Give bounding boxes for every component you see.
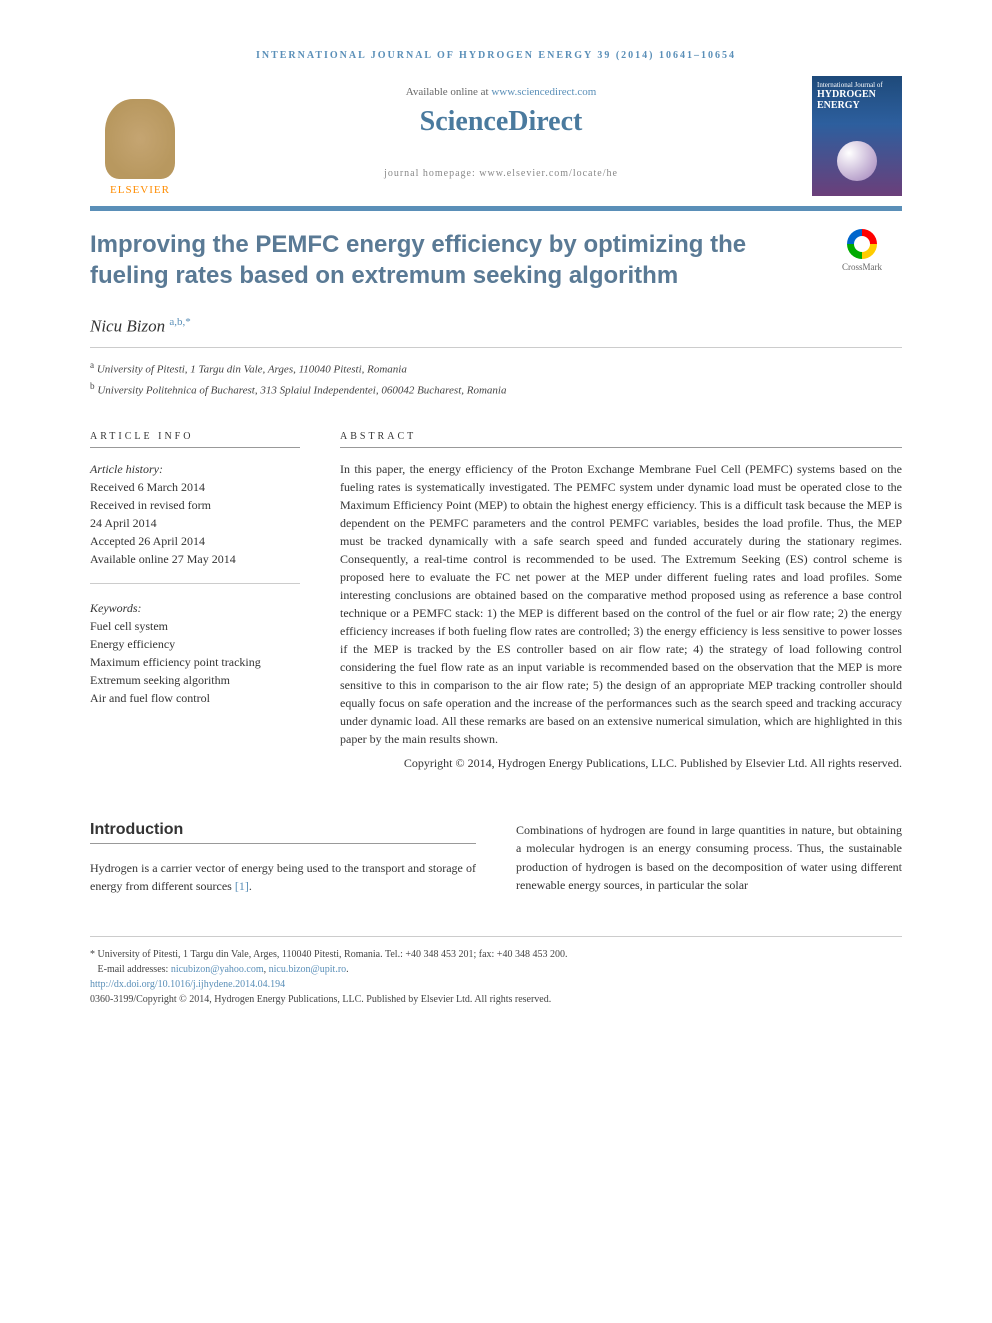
keyword-4: Air and fuel flow control [90,689,300,707]
abstract-column: ABSTRACT In this paper, the energy effic… [340,431,902,771]
doi-link[interactable]: http://dx.doi.org/10.1016/j.ijhydene.201… [90,979,285,990]
crossmark-label: CrossMark [842,262,882,272]
author-marks: a,b,* [169,316,190,328]
available-online: Available online at www.sciencedirect.co… [210,86,792,98]
crossmark-icon [847,229,877,259]
history-4: Available online 27 May 2014 [90,550,300,568]
cover-line1: International Journal of [817,81,897,89]
journal-cover-thumbnail[interactable]: International Journal of HYDROGEN ENERGY [812,76,902,196]
keyword-0: Fuel cell system [90,617,300,635]
email-1[interactable]: nicubizon@yahoo.com [171,964,264,975]
center-header: Available online at www.sciencedirect.co… [190,76,812,189]
abstract-copyright: Copyright © 2014, Hydrogen Energy Public… [340,756,902,771]
cover-line3: ENERGY [817,100,897,111]
intro-paragraph-2: Combinations of hydrogen are found in la… [516,821,902,895]
affiliation-a-text: University of Pitesti, 1 Targu din Vale,… [97,364,407,376]
info-abstract-row: ARTICLE INFO Article history: Received 6… [90,431,902,771]
journal-homepage: journal homepage: www.elsevier.com/locat… [210,168,792,179]
history-3: Accepted 26 April 2014 [90,532,300,550]
keywords-label: Keywords: [90,599,300,617]
ref-1[interactable]: [1] [235,879,249,893]
available-text: Available online at [406,86,492,98]
body-columns: Introduction Hydrogen is a carrier vecto… [90,821,902,896]
abstract-label: ABSTRACT [340,431,902,448]
history-label: Article history: [90,460,300,478]
keyword-1: Energy efficiency [90,635,300,653]
affiliation-b: b University Politehnica of Bucharest, 3… [90,379,902,400]
cover-line2: HYDROGEN [817,89,897,100]
body-col-right: Combinations of hydrogen are found in la… [516,821,902,896]
article-info-block: Article history: Received 6 March 2014 R… [90,460,300,707]
journal-reference: INTERNATIONAL JOURNAL OF HYDROGEN ENERGY… [90,50,902,61]
title-bar: Improving the PEMFC energy efficiency by… [90,206,902,291]
abstract-text: In this paper, the energy efficiency of … [340,460,902,748]
author-line: Nicu Bizon a,b,* [90,316,902,348]
history-1: Received in revised form [90,496,300,514]
history-0: Received 6 March 2014 [90,478,300,496]
corresponding-author: * University of Pitesti, 1 Targu din Val… [90,947,902,962]
affiliation-b-text: University Politehnica of Bucharest, 313… [97,385,506,397]
affiliation-a: a University of Pitesti, 1 Targu din Val… [90,358,902,379]
intro-text-1: Hydrogen is a carrier vector of energy b… [90,861,476,894]
sciencedirect-link[interactable]: www.sciencedirect.com [491,86,596,98]
crossmark-badge[interactable]: CrossMark [822,229,902,272]
issn-copyright: 0360-3199/Copyright © 2014, Hydrogen Ene… [90,992,902,1007]
elsevier-text: ELSEVIER [110,184,170,196]
page: INTERNATIONAL JOURNAL OF HYDROGEN ENERGY… [0,0,992,1047]
elsevier-logo[interactable]: ELSEVIER [90,76,190,196]
info-divider [90,583,300,584]
article-info-column: ARTICLE INFO Article history: Received 6… [90,431,300,771]
email-line: E-mail addresses: nicubizon@yahoo.com, n… [90,962,902,977]
introduction-heading: Introduction [90,821,476,844]
keyword-2: Maximum efficiency point tracking [90,653,300,671]
article-title: Improving the PEMFC energy efficiency by… [90,229,822,291]
header-row: ELSEVIER Available online at www.science… [90,76,902,196]
history-2: 24 April 2014 [90,514,300,532]
body-col-left: Introduction Hydrogen is a carrier vecto… [90,821,476,896]
keyword-3: Extremum seeking algorithm [90,671,300,689]
email-end: . [346,964,349,975]
intro-paragraph-1: Hydrogen is a carrier vector of energy b… [90,859,476,896]
sciencedirect-logo[interactable]: ScienceDirect [210,106,792,138]
footer: * University of Pitesti, 1 Targu din Val… [90,936,902,1007]
email-label: E-mail addresses: [98,964,171,975]
intro-text-1-end: . [249,879,252,893]
author-name[interactable]: Nicu Bizon [90,317,165,336]
elsevier-tree-icon [105,99,175,179]
email-2[interactable]: nicu.bizon@upit.ro [269,964,347,975]
affiliations: a University of Pitesti, 1 Targu din Val… [90,358,902,401]
article-info-label: ARTICLE INFO [90,431,300,448]
cover-sphere-icon [837,141,877,181]
